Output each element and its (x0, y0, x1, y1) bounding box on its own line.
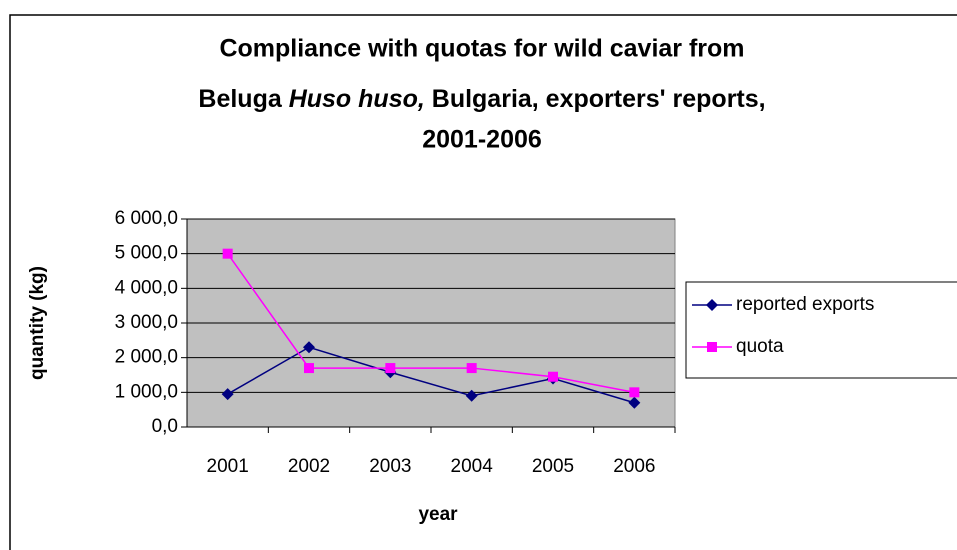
marker (548, 371, 558, 382)
marker (221, 388, 234, 401)
chart-title: Bulgaria, exporters' reports, (432, 85, 766, 113)
chart-title: Beluga Huso huso, Bulgaria, exporters' r… (198, 85, 765, 113)
y-tick-label: 3 000,0 (115, 312, 178, 333)
y-tick-label: 2 000,0 (115, 347, 178, 368)
legend-label: quota (736, 336, 784, 357)
x-tick-label: 2003 (369, 456, 411, 477)
x-tick-label: 2005 (532, 456, 574, 477)
chart-title: Huso huso, (289, 85, 425, 113)
series-line (227, 253, 635, 394)
x-tick-label: 2006 (613, 456, 655, 477)
marker (628, 396, 641, 409)
x-axis-title: year (418, 504, 458, 525)
y-tick-label: 1 000,0 (115, 381, 178, 402)
y-tick-label: 0,0 (152, 416, 178, 437)
legend-label: reported exports (736, 294, 874, 315)
marker (385, 363, 396, 374)
y-tick-label: 6 000,0 (115, 208, 178, 229)
x-tick-label: 2004 (451, 456, 494, 477)
chart-title: Beluga (198, 85, 282, 113)
x-tick-label: 2001 (207, 456, 249, 477)
marker (303, 341, 315, 354)
chart-title: Compliance with quotas for wild caviar f… (219, 35, 744, 63)
marker (706, 299, 718, 311)
chart-title: 2001-2006 (422, 126, 542, 154)
y-tick-label: 5 000,0 (115, 243, 178, 264)
marker (465, 389, 478, 402)
marker (629, 387, 640, 398)
y-axis-title: quantity (kg) (27, 266, 48, 380)
y-tick-label: 4 000,0 (115, 277, 178, 298)
marker (466, 363, 477, 374)
series-line (227, 346, 635, 404)
x-tick-label: 2002 (288, 456, 330, 477)
marker (707, 342, 717, 352)
marker (304, 363, 314, 374)
marker (222, 248, 233, 259)
legend-box (685, 281, 957, 379)
